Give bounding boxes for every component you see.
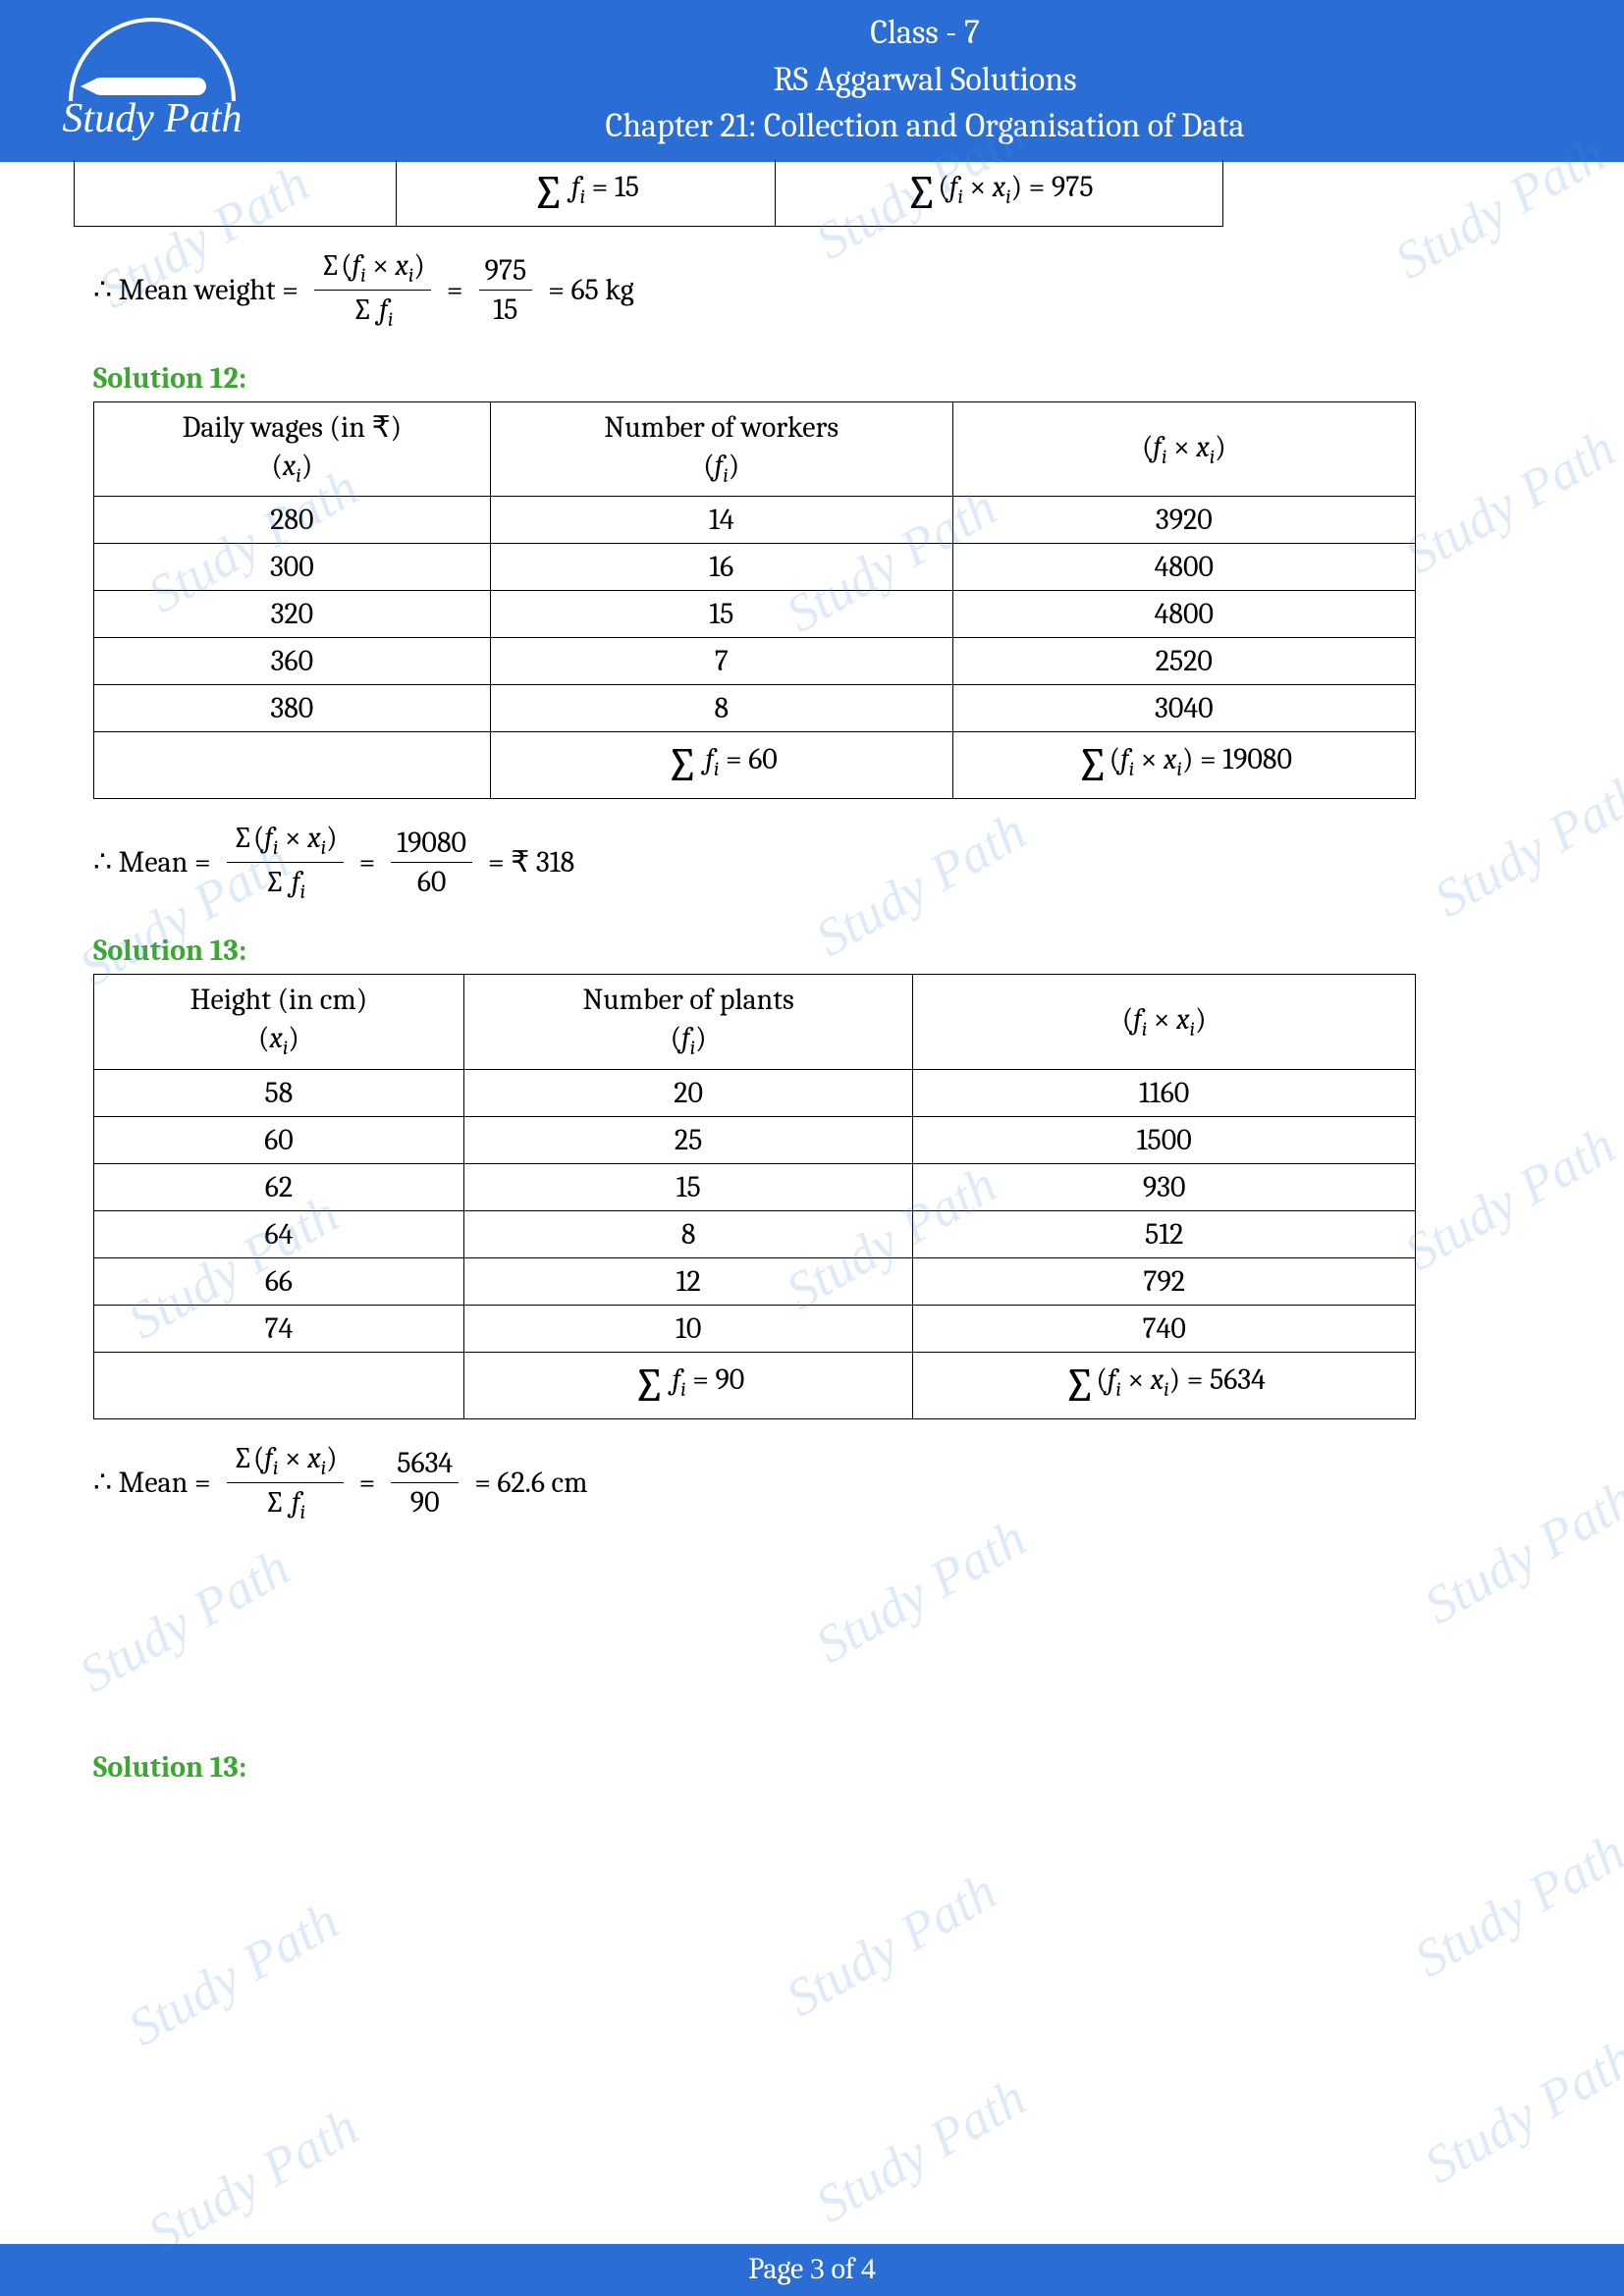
footer-current: 3 bbox=[810, 2253, 825, 2285]
formula-prefix: ∴ Mean = bbox=[93, 1466, 211, 1500]
page-header: Study Path Class - 7 RS Aggarwal Solutio… bbox=[0, 0, 1624, 162]
watermark-text: Study Path bbox=[776, 1860, 1006, 2028]
page-content: ∑ fi = 15 ∑(fi × xi) = 975 ∴ Mean weight… bbox=[0, 160, 1624, 1785]
formula-den: 60 bbox=[411, 863, 453, 899]
formula-result: = ₹ 318 bbox=[488, 845, 574, 880]
header-chapter: Chapter 21: Collection and Organisation … bbox=[265, 103, 1585, 150]
logo-text: Study Path bbox=[62, 95, 242, 142]
table-row: 36072520 bbox=[94, 638, 1416, 685]
logo-arc-icon bbox=[69, 18, 236, 101]
footer-of: of bbox=[825, 2252, 861, 2286]
header-titles: Class - 7 RS Aggarwal Solutions Chapter … bbox=[265, 10, 1585, 150]
table-row: 280143920 bbox=[94, 497, 1416, 544]
sum-fixi: 975 bbox=[1052, 170, 1094, 204]
footer-prefix: Page bbox=[748, 2252, 810, 2286]
s13-sum-fi: 90 bbox=[715, 1362, 744, 1397]
formula-num: 5634 bbox=[391, 1446, 459, 1483]
table-row: 7410740 bbox=[94, 1305, 1416, 1352]
s12-sum-fixi: 19080 bbox=[1222, 742, 1292, 776]
watermark-text: Study Path bbox=[137, 2096, 368, 2264]
table-row: 648512 bbox=[94, 1210, 1416, 1257]
table-header-row: Daily wages (in ₹) (xi) Number of worker… bbox=[94, 402, 1416, 497]
s12-sum-fi: 60 bbox=[748, 742, 778, 776]
s13-sum-fixi: 5634 bbox=[1210, 1362, 1266, 1397]
solution-12-table: Daily wages (in ₹) (xi) Number of worker… bbox=[93, 401, 1416, 799]
table-row: 6612792 bbox=[94, 1257, 1416, 1305]
formula-den: 15 bbox=[487, 291, 523, 327]
table-sum-row: ∑ fi = 60 ∑(fi × xi) = 19080 bbox=[94, 732, 1416, 799]
col1-label: Daily wages (in ₹) bbox=[104, 408, 480, 447]
formula-prefix: ∴ Mean = bbox=[93, 845, 211, 880]
table-header-row: Height (in cm) (xi) Number of plants (fi… bbox=[94, 975, 1416, 1069]
watermark-text: Study Path bbox=[805, 2066, 1036, 2234]
table-row: 300164800 bbox=[94, 544, 1416, 591]
footer-total: 4 bbox=[861, 2253, 876, 2285]
table-row: 58201160 bbox=[94, 1069, 1416, 1116]
partial-summary-table: ∑ fi = 15 ∑(fi × xi) = 975 bbox=[74, 160, 1223, 227]
header-book: RS Aggarwal Solutions bbox=[265, 57, 1585, 104]
col1-label: Height (in cm) bbox=[104, 981, 454, 1019]
table-row: 38083040 bbox=[94, 685, 1416, 732]
solution-12-formula: ∴ Mean = ∑(fi × xi) ∑ fi = 19080 60 = ₹ … bbox=[93, 821, 1531, 904]
col2-label: Number of plants bbox=[474, 981, 903, 1019]
solution-13b-heading: Solution 13: bbox=[93, 1750, 1531, 1785]
watermark-text: Study Path bbox=[118, 1890, 349, 2057]
formula-result: = 62.6 cm bbox=[474, 1466, 587, 1500]
formula-prefix: ∴ Mean weight = bbox=[93, 273, 298, 307]
page-footer: Page 3 of 4 bbox=[0, 2244, 1624, 2296]
mean-weight-formula: ∴ Mean weight = ∑(fi × xi) ∑ fi = 975 15… bbox=[93, 248, 1531, 332]
solution-13-table: Height (in cm) (xi) Number of plants (fi… bbox=[93, 974, 1416, 1418]
table-sum-row: ∑ fi = 90 ∑(fi × xi) = 5634 bbox=[94, 1352, 1416, 1418]
table-row: ∑ fi = 15 ∑(fi × xi) = 975 bbox=[75, 160, 1223, 227]
formula-result: = 65 kg bbox=[548, 273, 633, 307]
watermark-text: Study Path bbox=[1404, 1821, 1624, 1989]
solution-13-heading: Solution 13: bbox=[93, 934, 1531, 968]
table-row: 60251500 bbox=[94, 1116, 1416, 1163]
col2-label: Number of workers bbox=[501, 408, 943, 447]
header-class: Class - 7 bbox=[265, 10, 1585, 57]
table-row: 320154800 bbox=[94, 591, 1416, 638]
formula-num: 19080 bbox=[391, 826, 472, 863]
watermark-text: Study Path bbox=[1414, 2027, 1624, 2195]
logo: Study Path bbox=[39, 18, 265, 142]
formula-num: 975 bbox=[479, 253, 533, 291]
solution-13-formula: ∴ Mean = ∑(fi × xi) ∑ fi = 5634 90 = 62.… bbox=[93, 1441, 1531, 1524]
pen-icon bbox=[98, 78, 206, 95]
solution-12-heading: Solution 12: bbox=[93, 361, 1531, 396]
table-row: 6215930 bbox=[94, 1163, 1416, 1210]
sum-fi: 15 bbox=[615, 170, 639, 204]
formula-den: 90 bbox=[405, 1483, 446, 1520]
